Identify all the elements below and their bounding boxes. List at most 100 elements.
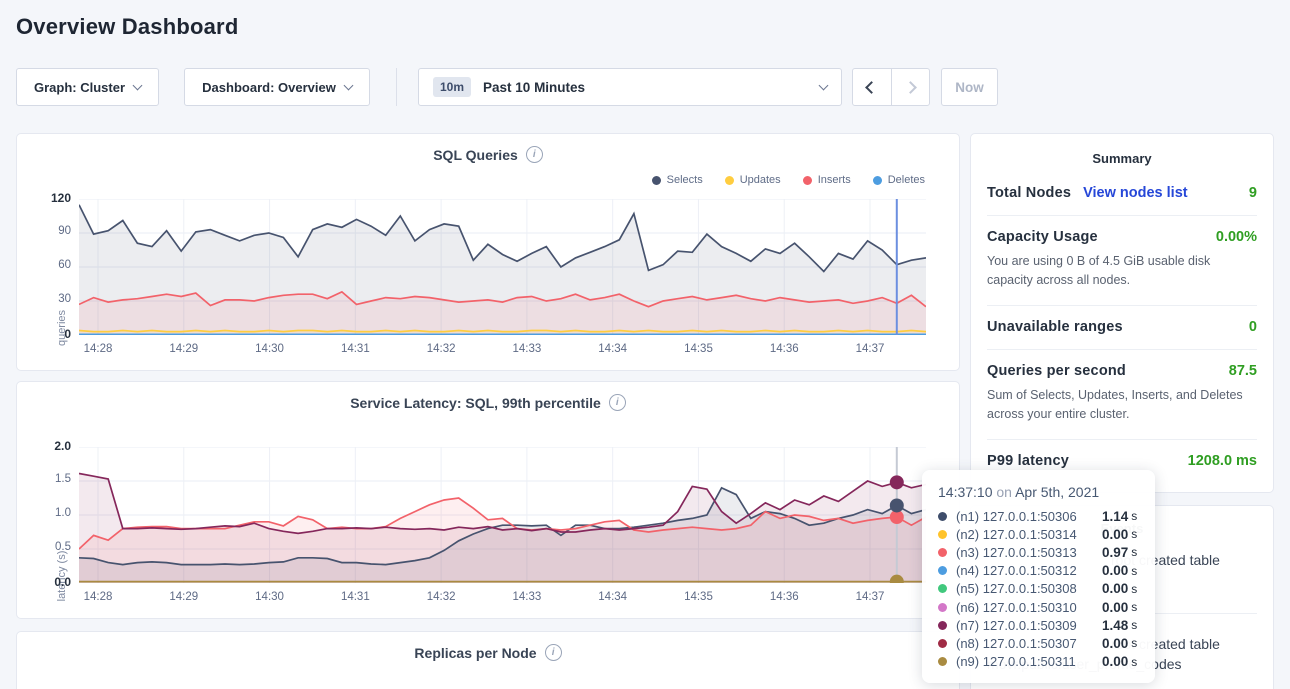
next-time-button[interactable] xyxy=(890,69,929,105)
info-icon[interactable]: i xyxy=(608,394,626,411)
time-range-selector[interactable]: 10m Past 10 Minutes xyxy=(418,68,842,106)
tooltip-node-value: 0.97 xyxy=(1102,544,1129,560)
node-color-dot xyxy=(938,657,947,667)
node-color-dot xyxy=(938,566,947,576)
chart-title: Service Latency: SQL, 99th percentile i xyxy=(17,394,959,411)
p99-latency-label: P99 latency xyxy=(987,452,1069,469)
node-color-dot xyxy=(938,547,947,557)
y-tick-label: 120 xyxy=(50,191,71,205)
tooltip-node-label: (n6) 127.0.0.1:50310 xyxy=(956,599,1077,615)
tooltip-node-row: (n3) 127.0.0.1:50313 0.97 s xyxy=(938,543,1139,561)
y-tick-label: 0 xyxy=(64,327,71,341)
tooltip-node-label: (n2) 127.0.0.1:50314 xyxy=(956,526,1077,542)
x-tick-label: 14:35 xyxy=(684,343,713,355)
qps-description: Sum of Selects, Updates, Inserts, and De… xyxy=(987,387,1243,422)
capacity-label: Capacity Usage xyxy=(987,229,1098,245)
now-button[interactable]: Now xyxy=(941,68,998,106)
sql-queries-chart-panel: SQL Queries i queries 0 30 60 90 120 14:28 14:29 1… xyxy=(16,133,960,371)
tooltip-node-unit: s xyxy=(1131,545,1138,560)
chart-title: SQL Queries i xyxy=(17,146,959,163)
x-tick-label: 14:29 xyxy=(169,343,199,355)
x-tick-label: 14:34 xyxy=(598,591,628,603)
x-tick-label: 14:34 xyxy=(598,343,628,355)
x-tick-label: 14:33 xyxy=(512,343,542,355)
legend-item-selects[interactable]: Selects xyxy=(651,174,703,186)
toolbar-divider xyxy=(396,68,397,106)
chevron-left-icon xyxy=(865,80,879,94)
summary-row-p99: P99 latency 1208.0 ms xyxy=(987,440,1257,483)
y-tick-label: 0.0 xyxy=(54,575,71,589)
tooltip-node-row: (n8) 127.0.0.1:50307 0.00 s xyxy=(938,634,1139,652)
tooltip-node-unit: s xyxy=(1131,563,1138,578)
tooltip-node-label: (n5) 127.0.0.1:50308 xyxy=(956,581,1077,597)
legend-color-dot xyxy=(872,175,882,185)
x-tick-label: 14:33 xyxy=(512,591,542,603)
legend-color-dot xyxy=(724,175,734,185)
tooltip-node-unit: s xyxy=(1131,618,1138,633)
x-tick-label: 14:32 xyxy=(426,591,456,603)
tooltip-node-label: (n1) 127.0.0.1:50306 xyxy=(956,508,1077,524)
legend-label: Deletes xyxy=(887,174,925,186)
dashboard-dropdown[interactable]: Dashboard: Overview xyxy=(184,68,370,106)
tooltip-node-value: 0.00 xyxy=(1102,563,1129,579)
tooltip-node-row: (n4) 127.0.0.1:50312 0.00 s xyxy=(938,562,1139,580)
service-latency-chart-panel: Service Latency: SQL, 99th percentile i la… xyxy=(16,381,960,619)
summary-panel: Summary Total Nodes View nodes list 9 Ca… xyxy=(970,133,1274,493)
tooltip-node-label: (n7) 127.0.0.1:50309 xyxy=(956,617,1077,633)
x-tick-label: 14:37 xyxy=(855,343,885,355)
y-tick-label: 1.0 xyxy=(55,507,71,519)
tooltip-node-unit: s xyxy=(1131,527,1138,542)
info-icon[interactable]: i xyxy=(544,644,562,661)
tooltip-node-unit: s xyxy=(1131,636,1138,651)
tooltip-node-value: 1.48 xyxy=(1102,617,1129,633)
legend-label: Updates xyxy=(739,174,781,186)
x-tick-label: 14:31 xyxy=(340,591,370,603)
tooltip-node-value: 0.00 xyxy=(1102,635,1129,651)
node-color-dot xyxy=(938,511,947,521)
time-range-badge: 10m xyxy=(433,77,472,97)
node-color-dot xyxy=(938,602,947,612)
graph-dropdown[interactable]: Graph: Cluster xyxy=(16,68,159,106)
x-tick-label: 14:28 xyxy=(83,343,113,355)
tooltip-node-unit: s xyxy=(1131,654,1138,669)
view-nodes-list-link[interactable]: View nodes list xyxy=(1083,185,1188,201)
y-tick-label: 1.5 xyxy=(55,473,71,485)
prev-time-button[interactable] xyxy=(853,69,891,105)
summary-title: Summary xyxy=(1092,151,1152,166)
capacity-value: 0.00% xyxy=(1215,229,1257,245)
chevron-down-icon xyxy=(132,80,143,91)
qps-value: 87.5 xyxy=(1228,362,1257,379)
x-tick-label: 14:29 xyxy=(169,591,199,603)
unavailable-ranges-value: 0 xyxy=(1248,318,1257,335)
chart-plot-area[interactable]: latency (s) xyxy=(56,446,927,601)
x-tick-label: 14:36 xyxy=(769,343,799,355)
chart-legend: Selects Updates Inserts Deletes xyxy=(651,174,925,186)
tooltip-node-row: (n6) 127.0.0.1:50310 0.00 s xyxy=(938,598,1139,616)
x-tick-label: 14:30 xyxy=(255,343,284,355)
legend-item-inserts[interactable]: Inserts xyxy=(802,174,851,186)
page-title: Overview Dashboard xyxy=(16,14,239,39)
summary-row-unavailable-ranges: Unavailable ranges 0 xyxy=(987,306,1257,350)
summary-row-capacity: Capacity Usage 0.00% You are using 0 B o… xyxy=(987,216,1257,306)
x-tick-label: 14:28 xyxy=(83,591,113,603)
x-tick-label: 14:37 xyxy=(855,591,885,603)
x-tick-label: 14:30 xyxy=(255,591,284,603)
legend-item-deletes[interactable]: Deletes xyxy=(872,174,925,186)
total-nodes-value: 9 xyxy=(1248,185,1257,201)
tooltip-node-row: (n1) 127.0.0.1:50306 1.14 s xyxy=(938,507,1139,525)
capacity-description: You are using 0 B of 4.5 GiB usable disk… xyxy=(987,254,1211,288)
chart-hover-tooltip: 14:37:10 on Apr 5th, 2021 (n1) 127.0.0.1… xyxy=(922,470,1155,683)
tooltip-node-label: (n4) 127.0.0.1:50312 xyxy=(956,563,1077,579)
tooltip-node-value: 1.14 xyxy=(1102,508,1129,524)
legend-item-updates[interactable]: Updates xyxy=(724,174,781,186)
chevron-right-icon xyxy=(904,80,917,94)
chart-plot-area[interactable]: queries xyxy=(56,198,927,346)
info-icon[interactable]: i xyxy=(525,146,543,163)
unavailable-ranges-label: Unavailable ranges xyxy=(987,318,1123,335)
y-tick-label: 30 xyxy=(58,293,71,305)
tooltip-node-label: (n3) 127.0.0.1:50313 xyxy=(956,544,1077,560)
tooltip-node-unit: s xyxy=(1131,600,1138,615)
chevron-down-icon xyxy=(343,80,354,91)
chart-title: Replicas per Node i xyxy=(17,644,959,661)
x-tick-label: 14:32 xyxy=(426,343,456,355)
